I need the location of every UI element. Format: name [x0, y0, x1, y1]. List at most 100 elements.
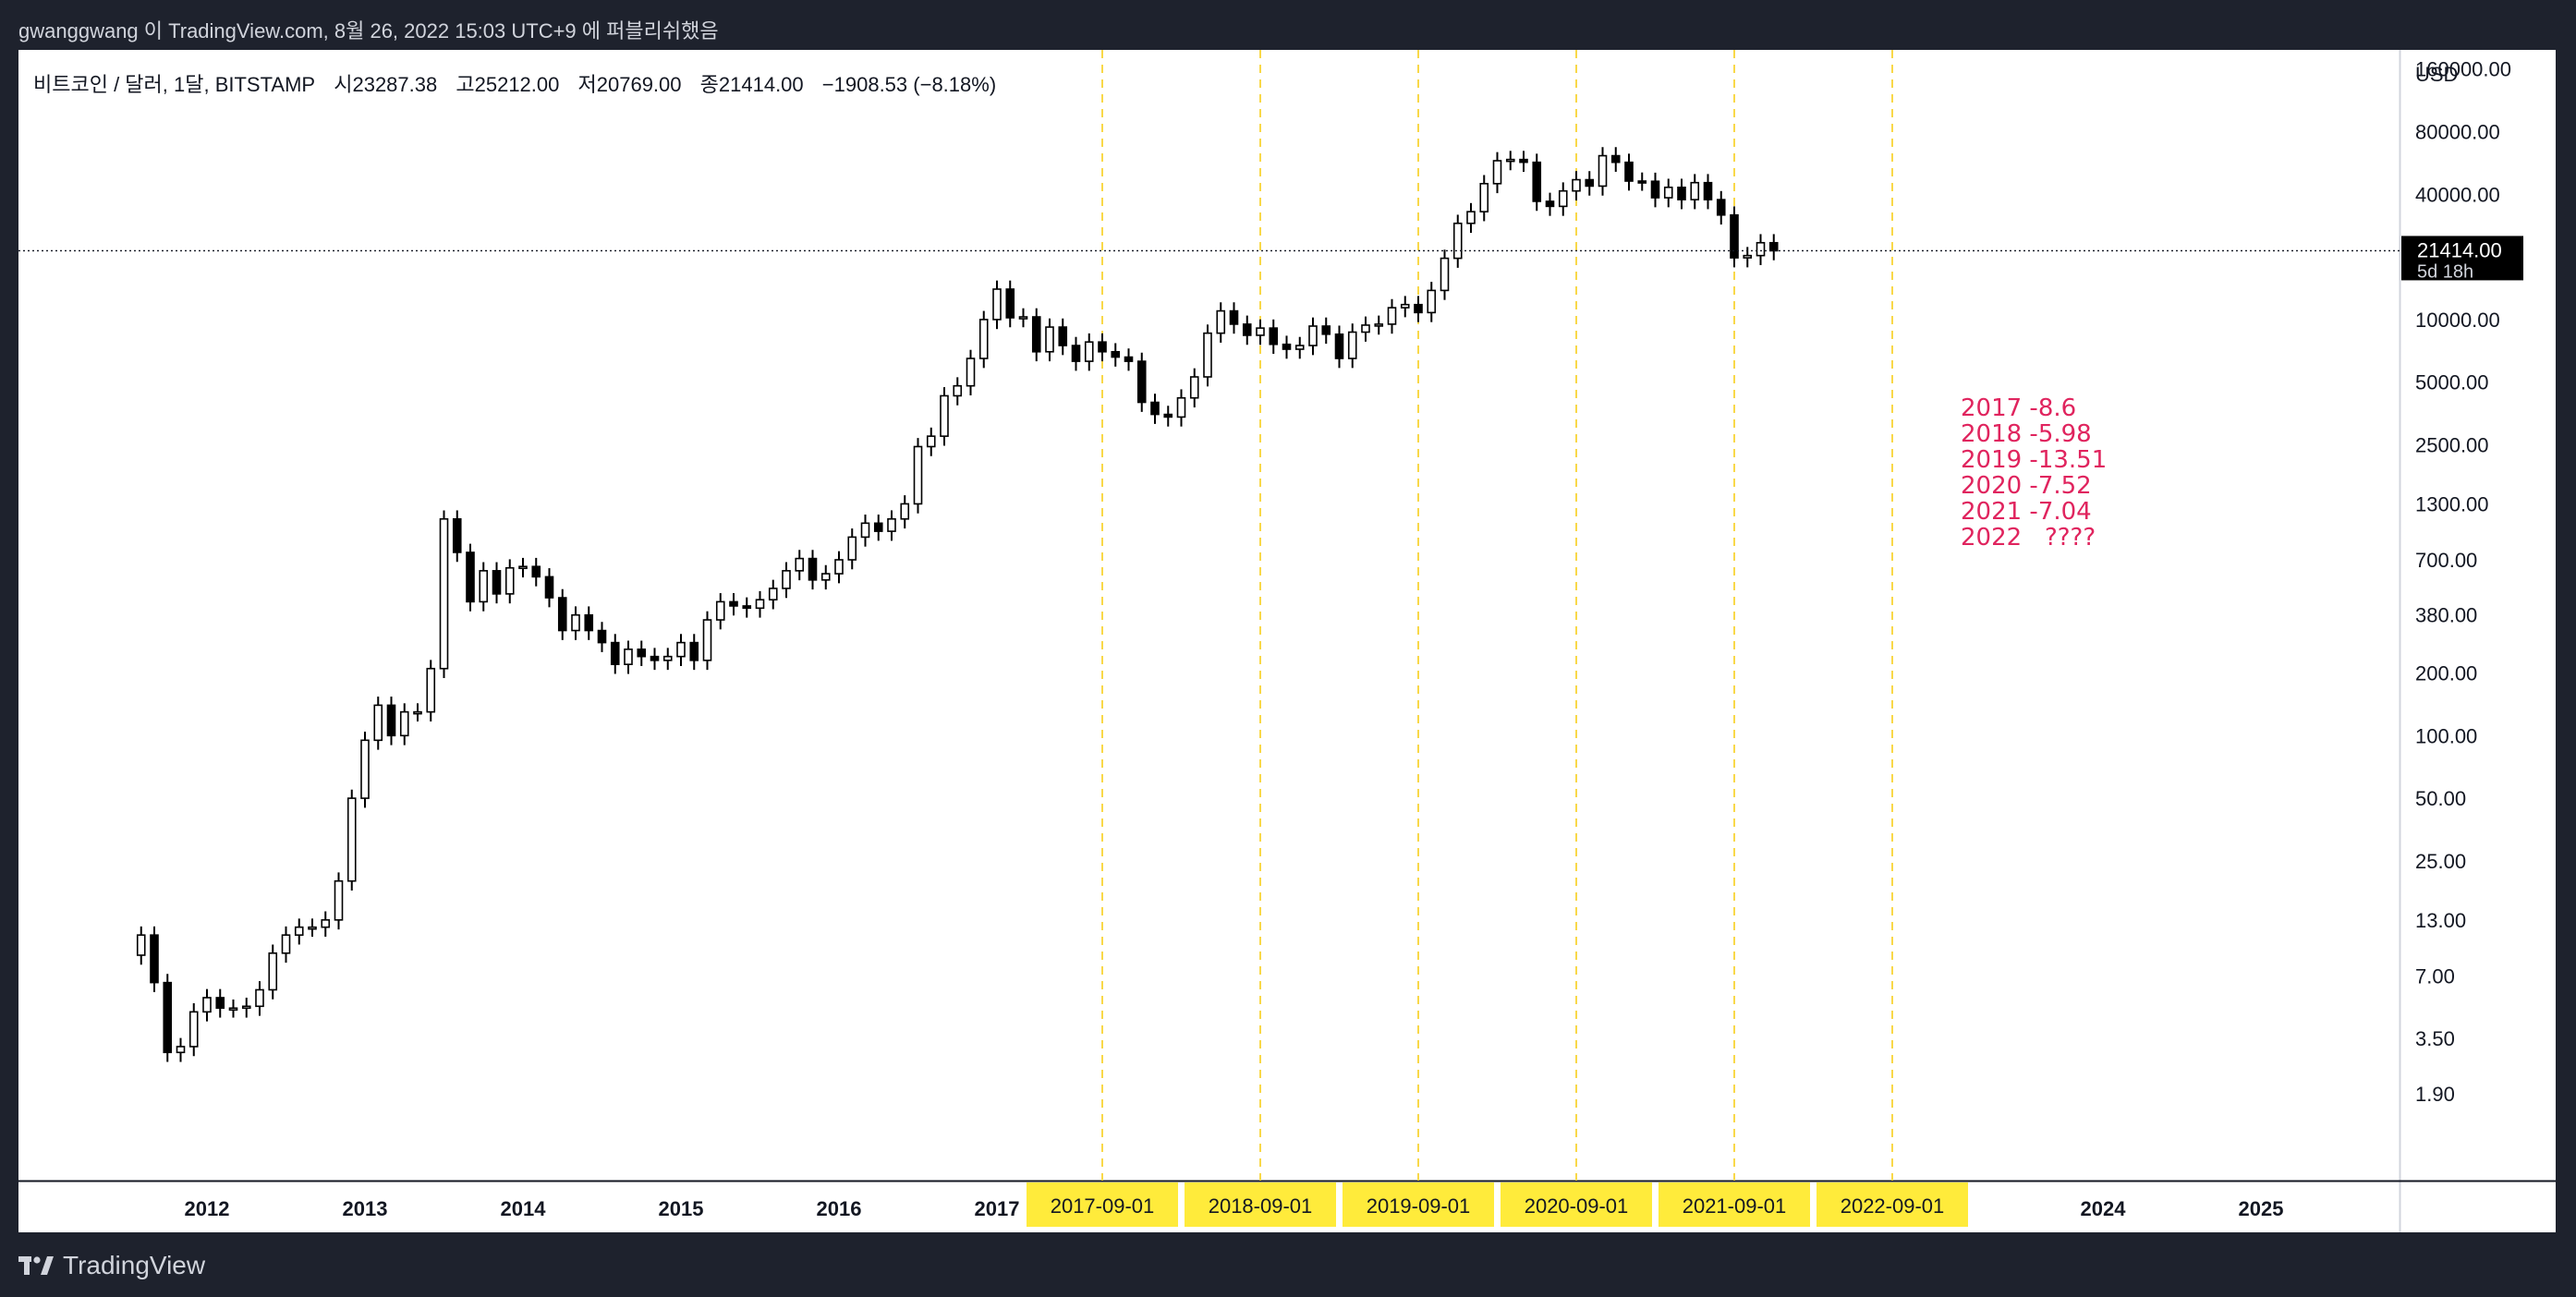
y-tick-label: 50.00 — [2415, 787, 2466, 810]
candle-body — [334, 879, 344, 921]
candle-body — [1452, 222, 1463, 260]
candle-body — [1427, 289, 1437, 314]
y-tick-label: 3.50 — [2415, 1027, 2455, 1050]
date-badge-label: 2020-09-01 — [1525, 1194, 1629, 1218]
candle-body — [255, 988, 264, 1008]
candle-body — [1440, 257, 1450, 292]
candle-body — [504, 566, 515, 595]
candle-body — [215, 997, 225, 1010]
open-value: 23287.38 — [352, 73, 438, 96]
candle-body — [1334, 333, 1344, 359]
date-badge — [1659, 1182, 1810, 1227]
candle-body — [1756, 241, 1766, 257]
candle-body — [1677, 186, 1686, 200]
low-value: 20769.00 — [596, 73, 682, 96]
candle-body — [729, 600, 738, 607]
date-badge-label: 2021-09-01 — [1683, 1194, 1787, 1218]
candle-body — [150, 934, 159, 984]
note-line: 2022 ???? — [1961, 524, 2096, 552]
brand-name: TradingView — [63, 1251, 206, 1279]
candle-body — [188, 1011, 199, 1048]
candle-body — [1361, 324, 1370, 333]
date-badge-label: 2018-09-01 — [1209, 1194, 1313, 1218]
chart-area[interactable]: USD320000.00160000.0080000.0040000.00100… — [18, 50, 2556, 1232]
candle-body — [1308, 325, 1318, 346]
candle-body — [992, 288, 1002, 321]
candlestick-chart[interactable]: USD320000.00160000.0080000.0040000.00100… — [18, 50, 2556, 1232]
y-tick-label: 200.00 — [2415, 662, 2477, 685]
candle-body — [1768, 241, 1779, 252]
note-line: 2021 -7.04 — [1961, 498, 2092, 526]
date-badge — [1501, 1182, 1652, 1227]
candle-body — [1532, 161, 1542, 202]
x-tick-label: 2017 — [975, 1197, 1020, 1220]
candle-body — [1637, 180, 1647, 184]
candle-body — [1572, 178, 1581, 192]
x-tick-label: 2025 — [2239, 1197, 2284, 1220]
currency-label: USD — [2415, 63, 2458, 86]
candle-body — [399, 710, 409, 737]
candle-body — [1414, 303, 1423, 314]
candle-body — [978, 319, 989, 359]
high-label: 고 — [456, 73, 475, 96]
candle-body — [1387, 307, 1397, 325]
candle-body — [1058, 326, 1068, 346]
candle-body — [1585, 178, 1595, 188]
candle-body — [820, 573, 831, 581]
candle-body — [1743, 254, 1753, 259]
date-badge-label: 2022-09-01 — [1841, 1194, 1945, 1218]
candle-body — [1374, 323, 1384, 327]
candle-body — [1400, 303, 1410, 309]
candle-body — [479, 570, 489, 603]
x-tick-label: 2024 — [2081, 1197, 2127, 1220]
tradingview-brand[interactable]: TradingView — [18, 1251, 205, 1280]
candle-body — [1269, 327, 1279, 345]
candle-body — [808, 557, 818, 581]
date-badge — [1027, 1182, 1178, 1227]
candle-body — [1703, 181, 1713, 200]
x-tick-label: 2015 — [659, 1197, 704, 1220]
y-tick-label: 1.90 — [2415, 1083, 2455, 1106]
close-value: 21414.00 — [718, 73, 804, 96]
candle-body — [847, 536, 857, 561]
candle-body — [1256, 327, 1265, 336]
symbol-name: 비트코인 / 달러, 1달, BITSTAMP — [33, 73, 316, 96]
candle-body — [544, 576, 554, 599]
candle-body — [373, 704, 383, 742]
candle-body — [466, 552, 475, 603]
y-tick-label: 1300.00 — [2415, 492, 2489, 515]
countdown-value: 5d 18h — [2417, 261, 2473, 282]
open-label: 시 — [334, 73, 353, 96]
candle-body — [360, 739, 370, 799]
candle-body — [1124, 356, 1134, 362]
note-line: 2020 -7.52 — [1961, 472, 2092, 500]
candle-body — [940, 394, 949, 437]
candle-body — [163, 981, 173, 1054]
candle-body — [900, 503, 910, 520]
candle-body — [1624, 161, 1634, 182]
candle-body — [1650, 180, 1660, 199]
y-tick-label: 40000.00 — [2415, 183, 2500, 206]
y-tick-label: 13.00 — [2415, 909, 2466, 932]
candle-body — [294, 926, 304, 936]
candle-body — [913, 445, 923, 505]
candle-body — [1216, 309, 1226, 334]
x-tick-label: 2014 — [501, 1197, 547, 1220]
symbol-header: 비트코인 / 달러, 1달, BITSTAMP 시23287.38 고25212… — [33, 68, 996, 98]
candle-body — [795, 557, 805, 572]
candle-body — [1610, 154, 1621, 164]
candle-body — [518, 565, 528, 570]
change-value: −1908.53 (−8.18%) — [821, 73, 997, 96]
candle-body — [1229, 309, 1239, 325]
candle-body — [624, 648, 633, 665]
candle-body — [1466, 211, 1476, 224]
candle-body — [1492, 160, 1502, 185]
candle-body — [413, 710, 422, 715]
candle-body — [439, 517, 449, 670]
candle-body — [755, 599, 765, 610]
candle-body — [1519, 158, 1528, 164]
candle-body — [1084, 341, 1094, 362]
last-price-badge — [2401, 236, 2523, 281]
candle-body — [1176, 396, 1186, 418]
candle-body — [1282, 343, 1292, 350]
